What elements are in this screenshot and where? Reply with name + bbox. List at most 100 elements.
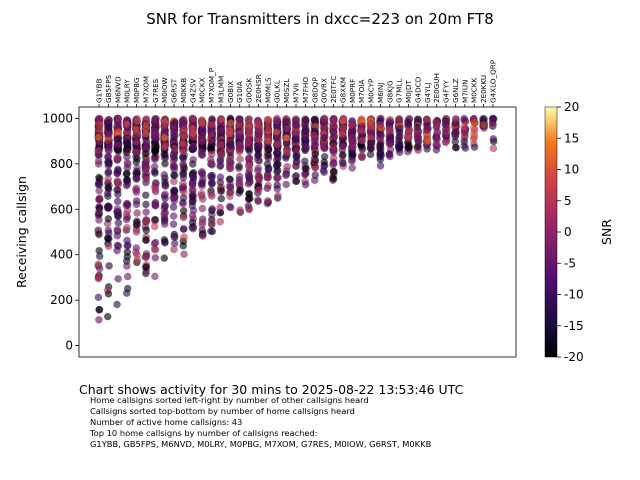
scatter-point [245, 204, 253, 213]
scatter-point [207, 121, 216, 129]
scatter-point [461, 144, 470, 152]
scatter-point [301, 135, 310, 144]
scatter-point [470, 143, 479, 151]
note-line: Top 10 home callsigns by number of calls… [90, 428, 318, 438]
scatter-point [95, 208, 103, 216]
scatter-point [179, 213, 188, 222]
colorbar-tick-label: 10 [564, 163, 579, 177]
scatter-point [244, 180, 253, 188]
scatter-point [169, 203, 178, 211]
colorbar-label: SNR [599, 219, 614, 245]
x-tick-label: G6RST [170, 78, 179, 103]
scatter-point [151, 215, 159, 224]
colorbar-tick-label: -10 [564, 288, 584, 302]
scatter-point [123, 145, 131, 154]
scatter-point [226, 203, 235, 212]
scatter-point [104, 215, 113, 223]
scatter-point [404, 118, 413, 127]
scatter-point [132, 248, 140, 257]
scatter-point [114, 128, 123, 136]
scatter-point [151, 169, 159, 177]
activity-caption: Chart shows activity for 30 mins to 2025… [79, 382, 464, 397]
scatter-point [433, 135, 441, 143]
scatter-point [319, 143, 328, 152]
scatter-point [357, 126, 365, 135]
scatter-point [216, 162, 225, 171]
scatter-point [151, 272, 159, 281]
scatter-point [254, 197, 263, 206]
scatter-point [188, 171, 197, 180]
x-tick-label: 2E0KKU [479, 75, 488, 103]
scatter-point [94, 293, 103, 302]
x-tick-label: M0KKB [179, 78, 188, 103]
scatter-point [180, 233, 188, 242]
note-line: G1YBB, GB5FPS, M6NVD, M0LRY, M0PBG, M7XO… [90, 439, 432, 449]
scatter-point [122, 120, 131, 128]
scatter-point [208, 136, 217, 145]
note-line: Callsigns sorted top-bottom by number of… [90, 406, 355, 416]
scatter-point [132, 138, 141, 147]
scatter-point [254, 127, 263, 136]
scatter-point [488, 119, 497, 128]
scatter-point [208, 130, 216, 138]
scatter-point [199, 232, 207, 240]
scatter-point [142, 253, 150, 262]
scatter-point [114, 190, 122, 199]
scatter-point [272, 117, 281, 126]
scatter-point [489, 135, 498, 143]
scatter-point [133, 117, 141, 126]
scatter-point [320, 158, 328, 166]
scatter-point [160, 201, 169, 209]
scatter-point [104, 192, 112, 201]
scatter-point [105, 129, 113, 138]
scatter-point [198, 150, 207, 159]
scatter-point [302, 164, 310, 173]
x-tick-label: M6INJ [376, 83, 385, 103]
scatter-point [338, 142, 347, 150]
scatter-point [113, 241, 122, 250]
notes-block: Home callsigns sorted left-right by numb… [90, 395, 431, 450]
scatter-point [150, 222, 159, 231]
scatter-point [114, 275, 122, 283]
scatter-point [339, 159, 347, 168]
y-tick-label: 1000 [42, 111, 73, 125]
x-tick-label: M0LRY [123, 79, 132, 103]
scatter-point [141, 149, 150, 158]
scatter-point [395, 143, 404, 151]
scatter-point [347, 131, 356, 140]
scatter-point [348, 164, 357, 172]
scatter-point [245, 127, 253, 135]
scatter-point [188, 160, 197, 168]
scatter-point [94, 157, 103, 165]
scatter-point [105, 262, 113, 270]
scatter-point [95, 216, 103, 224]
scatter-point [235, 162, 243, 171]
scatter-point [216, 217, 225, 226]
scatter-point [113, 197, 122, 206]
x-axis: G1YBB GB5FPS M6NVD M0LRY M0PBG M7XOM G7RES M0IO… [95, 59, 498, 107]
scatter-point [122, 201, 131, 210]
scatter-point [151, 238, 160, 247]
scatter-point [180, 132, 188, 141]
scatter-point [254, 116, 262, 125]
x-tick-label: M7VII [292, 83, 301, 103]
scatter-point [188, 198, 197, 206]
scatter-point [170, 122, 178, 131]
y-axis-label: Receiving callsign [14, 176, 29, 288]
scatter-point [245, 147, 254, 155]
scatter-point [207, 174, 216, 182]
x-tick-label: G0OSK [245, 78, 254, 103]
scatter-point [180, 125, 188, 134]
scatter-point [226, 119, 235, 127]
scatter-point [160, 220, 169, 228]
scatter-point [113, 205, 122, 213]
scatter-point [113, 154, 121, 163]
scatter-point [433, 128, 442, 136]
scatter-point [225, 130, 234, 138]
scatter-point [180, 141, 188, 150]
x-tick-label: M0PBG [132, 78, 141, 103]
scatter-point [386, 134, 395, 142]
scatter-point [161, 182, 170, 190]
scatter-point [160, 170, 169, 179]
